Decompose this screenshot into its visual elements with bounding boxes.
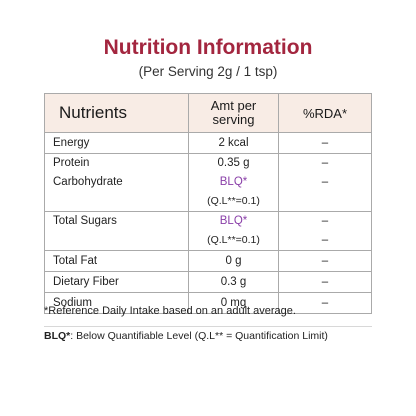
nutrient-name: Energy <box>44 132 189 154</box>
nutrient-amount-ql: (Q.L**=0.1) <box>207 195 260 207</box>
page-title: Nutrition Information <box>103 36 313 59</box>
blq-definition: : Below Quantifiable Level (Q.L** = Quan… <box>70 330 328 342</box>
nutrient-name-spacer <box>53 231 188 250</box>
nutrient-rda: – <box>278 292 372 314</box>
nutrient-rda: – <box>321 215 329 227</box>
nutrient-amount-blq: BLQ* <box>219 176 248 188</box>
nutrient-name: Total Sugars <box>53 215 117 227</box>
table-row: Total Sugars BLQ* (Q.L**=0.1) – – <box>44 211 372 251</box>
table-row-group: Protein Carbohydrate 0.35 g BLQ* (Q.L**=… <box>44 153 372 212</box>
nutrient-name: Carbohydrate <box>53 176 123 188</box>
nutrient-amount: 0.3 g <box>188 271 279 293</box>
nutrient-amount-group: 0.35 g BLQ* (Q.L**=0.1) <box>188 153 279 212</box>
table-row: Sodium 0 mg – <box>44 292 372 314</box>
nutrient-amount-ql: (Q.L**=0.1) <box>207 234 260 246</box>
header-rda: %RDA* <box>278 93 372 133</box>
rda-footnote: *Reference Daily Intake based on an adul… <box>44 305 296 317</box>
nutrient-rda: – <box>321 157 329 169</box>
nutrient-name-group: Protein Carbohydrate <box>44 153 189 212</box>
footnote-divider <box>44 326 372 327</box>
nutrient-rda: – <box>321 234 329 246</box>
serving-subtitle: (Per Serving 2g / 1 tsp) <box>138 64 278 79</box>
header-nutrients: Nutrients <box>44 93 189 133</box>
blq-legend: BLQ*: Below Quantifiable Level (Q.L** = … <box>44 330 328 342</box>
nutrient-amount-group: BLQ* (Q.L**=0.1) <box>188 211 279 251</box>
header-amount-line2: serving <box>212 112 255 127</box>
blq-term: BLQ* <box>44 330 71 342</box>
nutrient-name: Protein <box>53 157 90 169</box>
table-row: Dietary Fiber 0.3 g – <box>44 271 372 293</box>
table-row: Total Fat 0 g – <box>44 250 372 272</box>
nutrient-rda-group: – – <box>278 211 372 251</box>
nutrition-table: Nutrients Amt per serving %RDA* Energy 2… <box>44 93 372 314</box>
nutrient-amount: 0 g <box>188 250 279 272</box>
nutrient-rda-spacer <box>279 192 371 211</box>
nutrient-name: Sodium <box>44 292 189 314</box>
nutrient-rda: – <box>278 250 372 272</box>
nutrient-amount: 2 kcal <box>188 132 279 154</box>
nutrient-rda: – <box>278 271 372 293</box>
table-header-row: Nutrients Amt per serving %RDA* <box>44 93 372 133</box>
nutrient-name: Dietary Fiber <box>44 271 189 293</box>
nutrient-amount-blq: BLQ* <box>219 215 248 227</box>
nutrient-name-spacer <box>53 192 188 211</box>
header-amount-line1: Amt per <box>210 98 257 113</box>
nutrient-rda-group: – – <box>278 153 372 212</box>
nutrient-rda: – <box>278 132 372 154</box>
table-row: Energy 2 kcal – <box>44 132 372 154</box>
header-amount: Amt per serving <box>188 93 279 133</box>
nutrient-name-group: Total Sugars <box>44 211 189 251</box>
nutrient-name: Total Fat <box>44 250 189 272</box>
nutrient-amount: 0.35 g <box>217 157 250 169</box>
nutrient-rda: – <box>321 176 329 188</box>
